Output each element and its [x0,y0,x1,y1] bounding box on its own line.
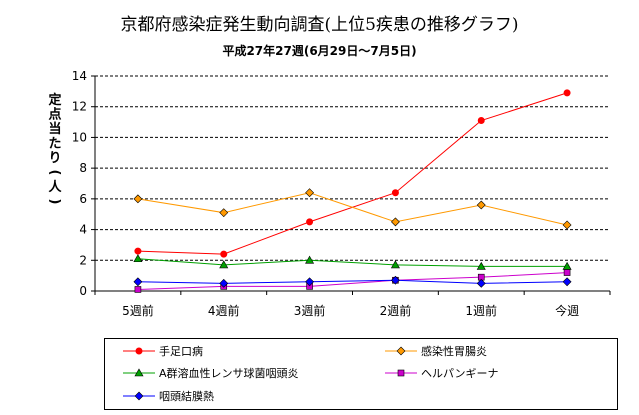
gridlines [95,75,610,261]
legend-swatch [123,391,155,401]
legend-swatch [385,369,417,377]
y-tick-label: 2 [79,253,87,267]
y-axis-ticks: 0 2 4 6 8 10 12 14 [72,69,610,298]
data-point [220,250,228,258]
series-line [137,192,568,226]
data-point [390,260,400,269]
y-axis-label-char: ( [47,170,62,176]
y-tick-label: 14 [72,69,87,83]
legend-item: 咽頭結膜熱 [123,388,214,404]
series-1 [134,89,571,258]
x-axis-ticks: 5週前 4週前 3週前 2週前 1週前 今週 [94,291,611,318]
legend-label: 感染性胃腸炎 [421,345,487,358]
data-point [306,218,314,226]
legend-swatch [385,346,417,356]
data-point [219,278,229,288]
y-axis-label-char: 当 [48,121,61,137]
x-tick-label: 4週前 [208,303,240,318]
y-axis-label-char: り [48,151,61,166]
y-tick-label: 12 [72,100,87,114]
y-axis-label-char: 定 [47,92,61,108]
x-tick-label: 5週前 [122,303,154,318]
legend: 手足口病 感染性胃腸炎 A群溶血性レンサ球菌咽頭炎 ヘルパンギーナ咽頭結膜熱 [104,338,618,410]
y-tick-label: 4 [79,223,87,237]
chart-subtitle: 平成27年27週(6月29日～7月5日) [222,44,417,58]
y-tick-label: 10 [72,130,87,144]
legend-label: ヘルパンギーナ [421,367,499,380]
legend-label: 手足口病 [159,345,203,358]
data-point [305,255,315,264]
y-tick-label: 0 [79,284,87,298]
x-tick-label: 3週前 [294,303,326,318]
legend-marker [135,347,143,355]
legend-marker [397,369,405,377]
data-point [390,275,400,285]
data-point [476,200,486,210]
series-line [137,258,568,267]
legend-item: 感染性胃腸炎 [385,343,487,359]
data-point [476,261,486,270]
y-tick-label: 8 [79,161,87,175]
data-point [133,277,143,287]
data-point [477,117,485,125]
y-axis-label-char: 点 [48,107,61,123]
series-5 [133,275,572,288]
data-point [219,208,229,218]
legend-marker [134,391,144,401]
y-axis-label-char: ) [47,199,62,205]
data-point [305,188,315,198]
data-point [134,247,142,255]
legend-swatch [123,368,155,377]
series-2 [133,188,572,230]
data-point [305,277,315,287]
series-group [133,89,572,293]
y-axis-label-char: 人 [48,179,62,195]
series-line [137,279,568,284]
data-point [562,220,572,230]
data-point [562,261,572,270]
data-point [133,254,143,263]
series-3 [133,254,572,270]
data-point [134,286,142,293]
data-point [563,269,571,276]
legend-marker [396,346,406,356]
data-point [133,194,143,204]
data-point [390,217,400,227]
x-tick-label: 今週 [555,303,579,318]
data-point [562,277,572,287]
y-axis-label-char: た [48,137,61,152]
legend-swatch [123,347,155,355]
legend-item: A群溶血性レンサ球菌咽頭炎 [123,365,299,381]
legend-label: A群溶血性レンサ球菌咽頭炎 [159,367,299,380]
data-point [391,189,399,197]
data-point [219,260,229,269]
legend-item: 手足口病 [123,343,203,359]
series-line [137,272,568,290]
data-point [476,278,486,288]
legend-label: 咽頭結膜熱 [159,390,214,403]
y-tick-label: 6 [79,192,87,206]
legend-item: ヘルパンギーナ [385,365,499,381]
x-tick-label: 2週前 [380,303,412,318]
data-point [563,89,571,97]
x-tick-label: 1週前 [465,303,497,318]
chart-title: 京都府感染症発生動向調査(上位5疾患の推移グラフ) [120,15,519,35]
legend-marker [134,368,144,377]
